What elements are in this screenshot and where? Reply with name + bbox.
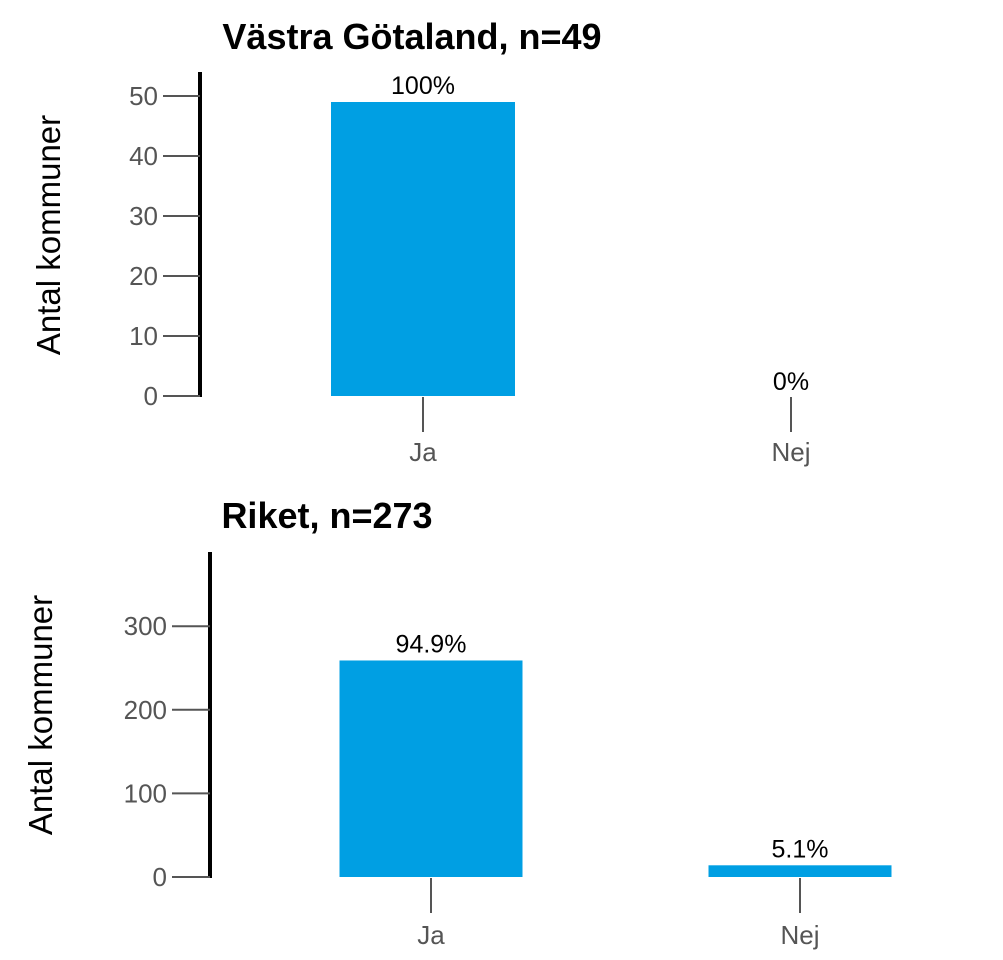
y-axis-label: Antal kommuner bbox=[30, 115, 67, 355]
x-tick-label: Nej bbox=[771, 437, 810, 467]
y-tick-label: 0 bbox=[144, 381, 158, 411]
x-tick-label: Ja bbox=[409, 437, 437, 467]
x-axis-categories: Ja Nej bbox=[417, 878, 820, 950]
chart-vastra-gotaland: Västra Götaland, n=49 Antal kommuner 0 10… bbox=[30, 16, 811, 467]
data-labels: 100% 0% bbox=[391, 72, 809, 396]
data-label: 5.1% bbox=[772, 835, 829, 863]
y-axis-ticks: 0 10 20 30 40 50 bbox=[129, 81, 200, 411]
bar-ja bbox=[339, 660, 523, 877]
data-label: 94.9% bbox=[396, 630, 467, 658]
y-tick-label: 100 bbox=[124, 778, 167, 808]
data-label: 0% bbox=[773, 368, 809, 396]
chart-title: Västra Götaland, n=49 bbox=[222, 16, 601, 57]
y-axis-ticks: 0 100 200 300 bbox=[124, 611, 210, 892]
y-tick-label: 30 bbox=[129, 201, 158, 231]
y-tick-label: 200 bbox=[124, 695, 167, 725]
bars bbox=[331, 102, 515, 396]
y-tick-label: 20 bbox=[129, 261, 158, 291]
chart-riket: Riket, n=273 Antal kommuner 0 100 200 300 J… bbox=[22, 495, 892, 950]
bars bbox=[339, 660, 892, 877]
data-labels: 94.9% 5.1% bbox=[396, 630, 829, 863]
y-tick-label: 300 bbox=[124, 611, 167, 641]
y-axis-label: Antal kommuner bbox=[22, 595, 59, 835]
x-tick-label: Ja bbox=[417, 920, 445, 950]
x-axis-categories: Ja Nej bbox=[409, 397, 811, 467]
y-tick-label: 50 bbox=[129, 81, 158, 111]
data-label: 100% bbox=[391, 72, 455, 100]
bar-ja bbox=[331, 102, 515, 396]
y-tick-label: 0 bbox=[153, 862, 167, 892]
y-tick-label: 40 bbox=[129, 141, 158, 171]
bar-nej bbox=[708, 865, 892, 877]
x-tick-label: Nej bbox=[780, 920, 819, 950]
y-tick-label: 10 bbox=[129, 321, 158, 351]
chart-title: Riket, n=273 bbox=[221, 495, 432, 536]
